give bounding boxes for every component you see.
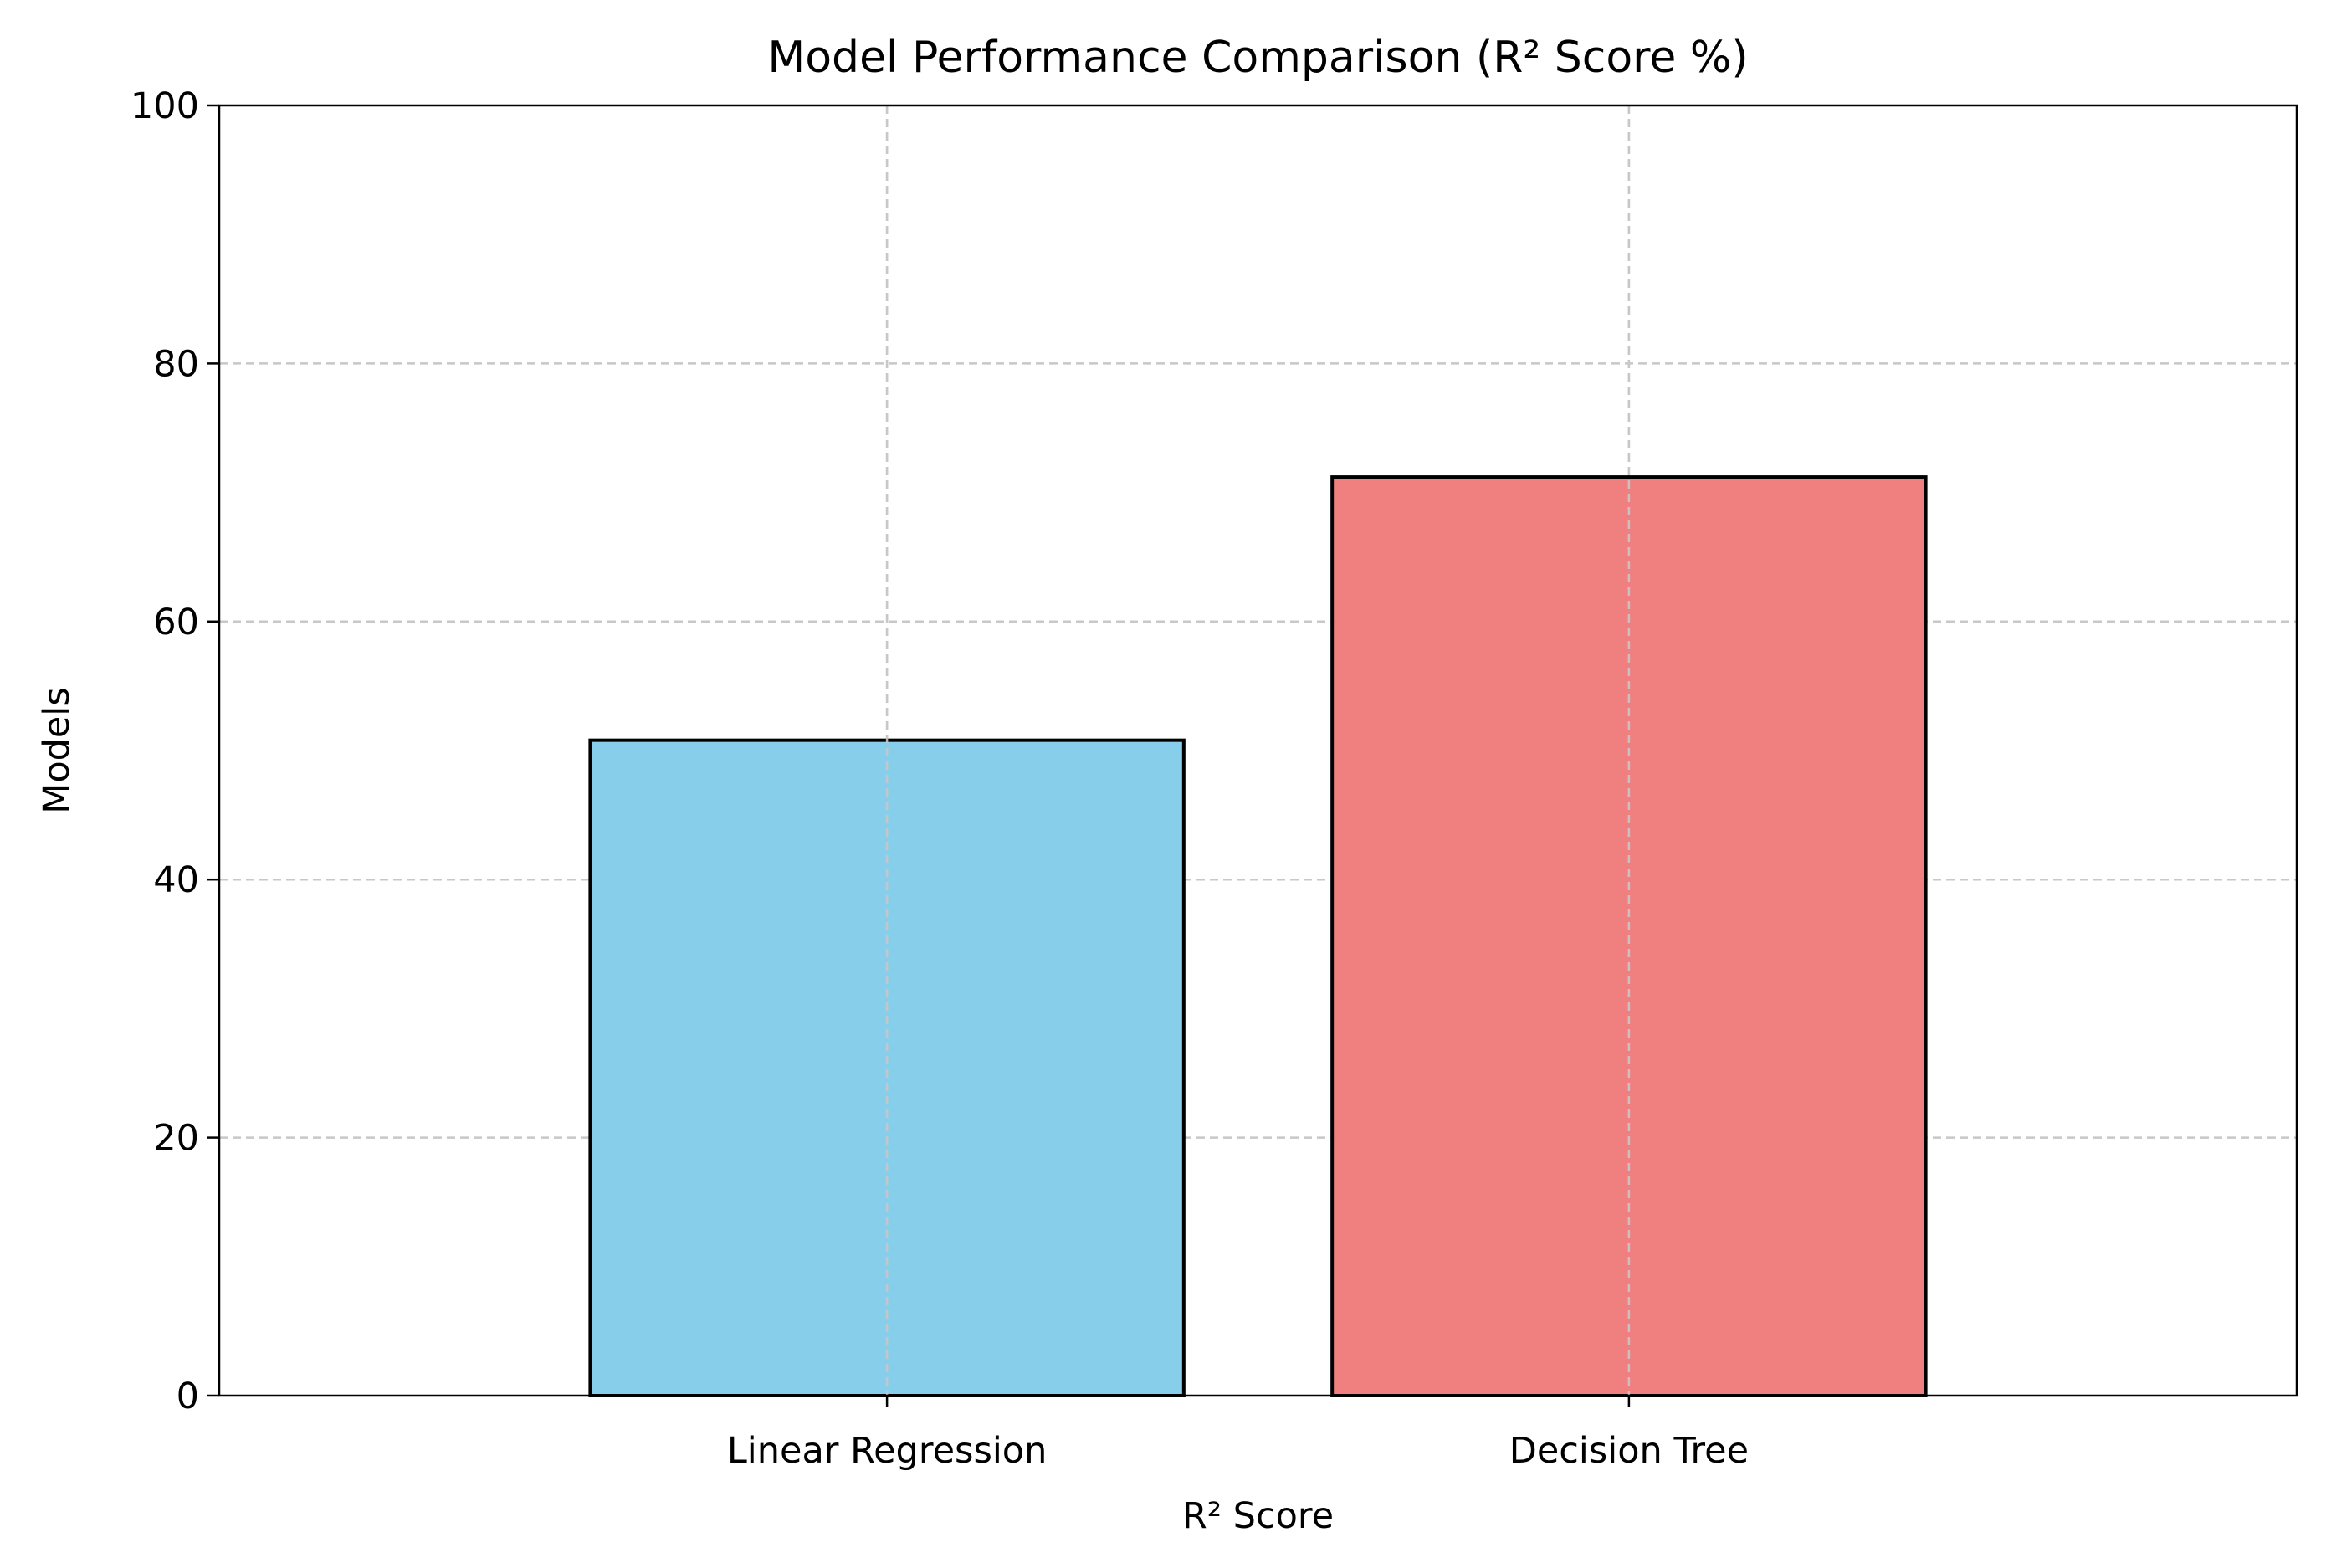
y-tick-label: 40: [153, 859, 199, 901]
bars: [588, 105, 1928, 1398]
chart-title: Model Performance Comparison (R² Score %…: [767, 33, 1748, 83]
plot-frame: [218, 104, 2298, 1397]
y-tick-label: 20: [153, 1118, 199, 1160]
y-axis-title: Models: [36, 687, 78, 814]
y-tick-label: 60: [153, 602, 199, 643]
grid: [219, 105, 2297, 1396]
x-tick-label: Linear Regression: [727, 1430, 1048, 1472]
x-tick-label: Decision Tree: [1509, 1430, 1749, 1472]
y-tick-label: 100: [131, 85, 199, 127]
y-tick-label: 80: [153, 343, 199, 385]
x-axis-title: R² Score: [1182, 1495, 1334, 1537]
y-axis: 0 20 40 60 80 100: [131, 85, 219, 1417]
x-axis: Linear Regression Decision Tree: [727, 1396, 1749, 1472]
y-tick-label: 0: [177, 1376, 199, 1417]
